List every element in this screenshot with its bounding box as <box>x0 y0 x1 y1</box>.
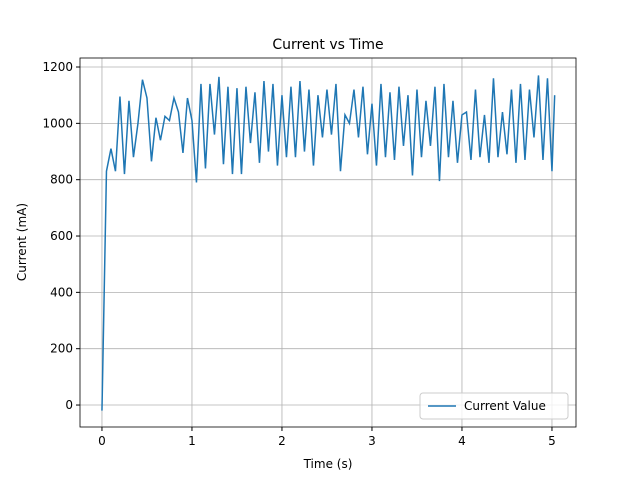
y-tick-label: 1000 <box>42 116 73 130</box>
y-tick-label: 400 <box>50 285 73 299</box>
y-tick-label: 600 <box>50 229 73 243</box>
plot-frame <box>79 57 577 428</box>
y-tick-label: 0 <box>65 398 73 412</box>
y-tick-label: 1200 <box>42 60 73 74</box>
y-tick-label: 200 <box>50 342 73 356</box>
x-tick-label: 0 <box>98 434 106 448</box>
x-axis-label: Time (s) <box>303 457 353 471</box>
x-tick-label: 1 <box>188 434 196 448</box>
y-tick-label: 800 <box>50 173 73 187</box>
x-tick-label: 3 <box>368 434 376 448</box>
x-tick-label: 4 <box>458 434 466 448</box>
x-tick-label: 2 <box>278 434 286 448</box>
legend-label: Current Value <box>464 399 546 413</box>
chart-title: Current vs Time <box>272 37 383 53</box>
legend-box <box>419 392 569 420</box>
x-tick-label: 5 <box>548 434 556 448</box>
data-line <box>101 75 556 411</box>
y-axis-label: Current (mA) <box>15 203 29 281</box>
